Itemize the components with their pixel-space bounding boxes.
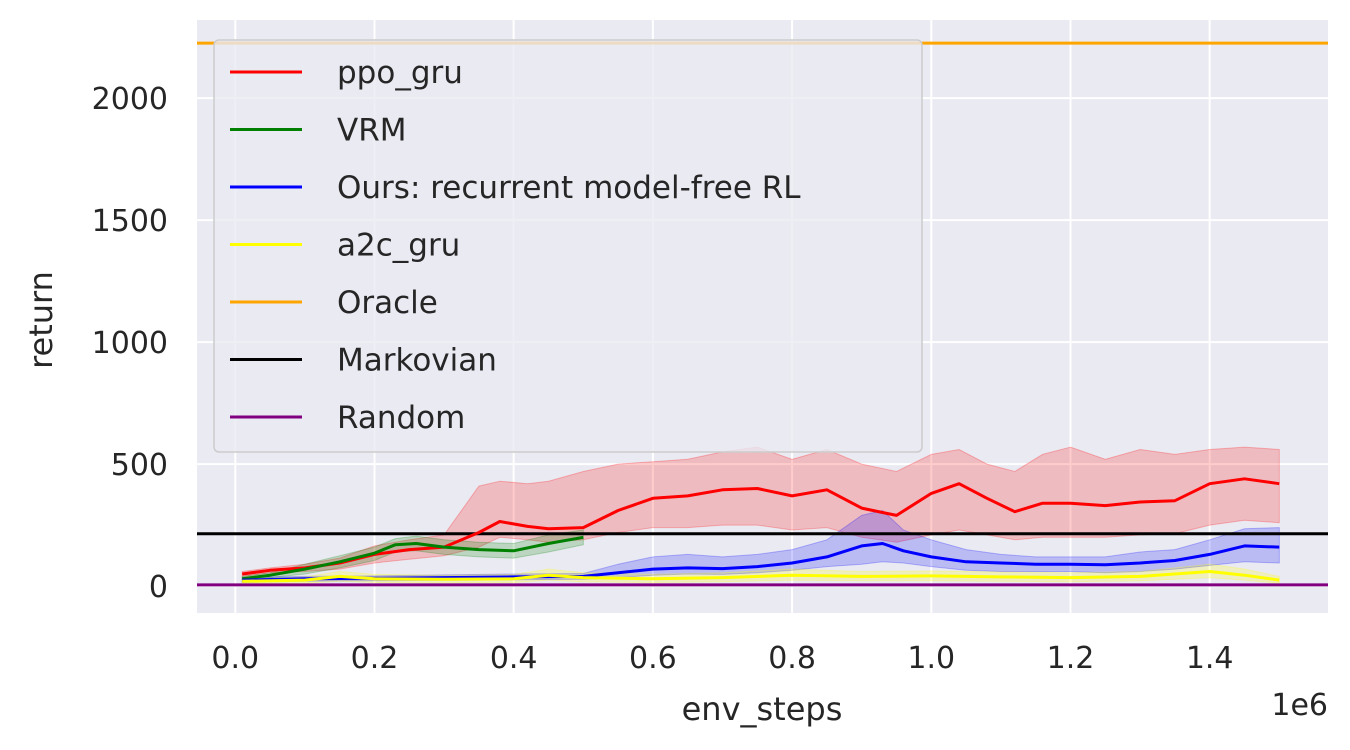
- legend-label-markovian: Markovian: [337, 343, 497, 379]
- vrm-line: [242, 535, 584, 581]
- x-tick-label: 1.2: [1047, 641, 1095, 676]
- x-tick-label: 0.2: [351, 641, 399, 676]
- y-tick-label: 0: [149, 570, 168, 605]
- legend: ppo_gru VRM Ours: recurrent model-free RL a…: [213, 39, 923, 453]
- y-tick-label: 1000: [92, 326, 168, 361]
- a2c-gru-line: [242, 570, 1280, 583]
- x-tick-label: 0.0: [211, 641, 259, 676]
- legend-label-random: Random: [337, 400, 465, 436]
- legend-label-ours-recurrent-model-free-rl: Ours: recurrent model-free RL: [337, 170, 801, 206]
- y-tick-label: 1500: [92, 204, 168, 239]
- legend-box: [213, 39, 923, 453]
- legend-label-ppo-gru: ppo_gru: [337, 55, 463, 91]
- x-axis-label: env_steps: [682, 690, 843, 728]
- y-tick-label: 2000: [92, 82, 168, 117]
- legend-label-vrm: VRM: [337, 113, 407, 149]
- series-lines: [242, 477, 1280, 583]
- x-tick-label: 0.6: [629, 641, 677, 676]
- y-tick-labels: 0 500 1000 1500 2000: [92, 82, 168, 605]
- vrm-band: [241, 529, 584, 582]
- x-tick-label: 0.8: [768, 641, 816, 676]
- x-tick-label: 1.4: [1186, 641, 1234, 676]
- x-tick-label: 0.4: [490, 641, 538, 676]
- x-tick-label: 1.0: [907, 641, 955, 676]
- ppo-gru-line: [242, 477, 1280, 576]
- y-axis-label: return: [22, 271, 60, 369]
- y-tick-label: 500: [111, 448, 168, 483]
- x-tick-labels: 0.0 0.2 0.4 0.6 0.8 1.0 1.2 1.4: [211, 641, 1233, 676]
- legend-label-oracle: Oracle: [337, 285, 438, 321]
- x-scale-label: 1e6: [1271, 688, 1328, 723]
- legend-label-a2c-gru: a2c_gru: [337, 228, 460, 264]
